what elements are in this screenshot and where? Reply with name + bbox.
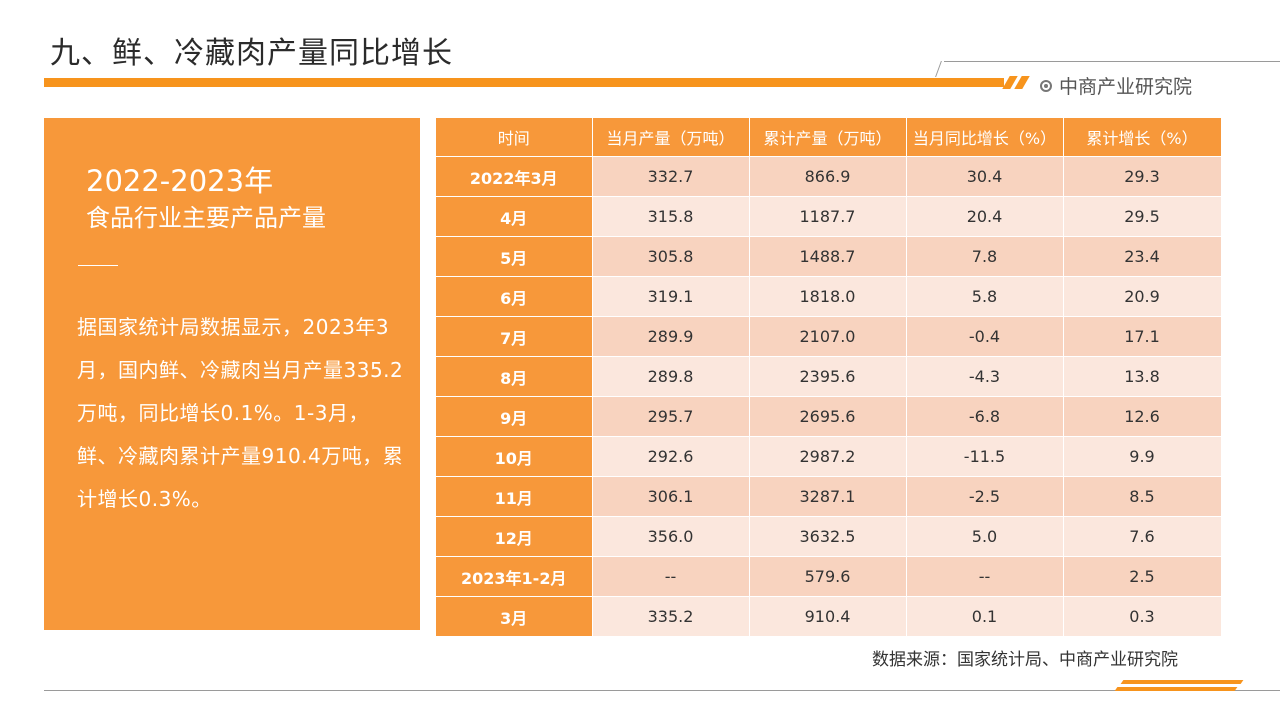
- table-cell: 29.3: [1063, 156, 1222, 197]
- table-cell: 295.7: [592, 396, 750, 437]
- row-period: 6月: [436, 276, 593, 317]
- table-cell: -11.5: [906, 436, 1064, 477]
- table-row: 4月 315.8 1187.7 20.4 29.5: [436, 196, 1222, 237]
- row-period: 2023年1-2月: [436, 556, 593, 597]
- table-cell: 30.4: [906, 156, 1064, 197]
- brand-name: 中商产业研究院: [1059, 76, 1193, 98]
- table-cell: 0.3: [1063, 596, 1222, 637]
- table-cell: 3632.5: [749, 516, 907, 557]
- table-cell: --: [906, 556, 1064, 597]
- table-cell: -0.4: [906, 316, 1064, 357]
- table-cell: 5.0: [906, 516, 1064, 557]
- table-cell: 335.2: [592, 596, 750, 637]
- production-table: 时间 当月产量（万吨） 累计产量（万吨） 当月同比增长（%） 累计增长（%） 2…: [436, 118, 1222, 637]
- table-cell: 319.1: [592, 276, 750, 317]
- table-cell: 579.6: [749, 556, 907, 597]
- table-cell: 305.8: [592, 236, 750, 277]
- table-row: 3月 335.2 910.4 0.1 0.3: [436, 596, 1222, 637]
- table-row: 2022年3月 332.7 866.9 30.4 29.3: [436, 156, 1222, 197]
- row-period: 9月: [436, 396, 593, 437]
- table-cell: -4.3: [906, 356, 1064, 397]
- panel-body-text: 据国家统计局数据显示，2023年3月，国内鲜、冷藏肉当月产量335.2万吨，同比…: [77, 315, 404, 511]
- row-period: 3月: [436, 596, 593, 637]
- column-header: 时间: [436, 118, 593, 157]
- table-row: 7月 289.9 2107.0 -0.4 17.1: [436, 316, 1222, 357]
- row-period: 7月: [436, 316, 593, 357]
- summary-panel: 2022-2023年 食品行业主要产品产量 据国家统计局数据显示，2023年3月…: [44, 118, 420, 630]
- panel-title-subject: 食品行业主要产品产量: [86, 204, 326, 232]
- column-header: 当月产量（万吨）: [592, 118, 750, 157]
- column-header: 累计增长（%）: [1063, 118, 1222, 157]
- table-cell: 356.0: [592, 516, 750, 557]
- row-period: 11月: [436, 476, 593, 517]
- target-icon: [1040, 79, 1052, 92]
- table-cell: 8.5: [1063, 476, 1222, 517]
- table-cell: 2.5: [1063, 556, 1222, 597]
- table-row: 5月 305.8 1488.7 7.8 23.4: [436, 236, 1222, 277]
- table-cell: 332.7: [592, 156, 750, 197]
- panel-divider: [78, 265, 118, 266]
- header-rule: [944, 61, 1280, 62]
- table-row: 8月 289.8 2395.6 -4.3 13.8: [436, 356, 1222, 397]
- table-cell: 1187.7: [749, 196, 907, 237]
- table-row: 2023年1-2月 -- 579.6 -- 2.5: [436, 556, 1222, 597]
- header-rule-corner: [935, 61, 942, 77]
- footer-rule: [44, 690, 1280, 691]
- table-cell: 5.8: [906, 276, 1064, 317]
- table-cell: 1488.7: [749, 236, 907, 277]
- table-cell: 17.1: [1063, 316, 1222, 357]
- table-header-row: 时间 当月产量（万吨） 累计产量（万吨） 当月同比增长（%） 累计增长（%）: [436, 118, 1222, 157]
- table-cell: 315.8: [592, 196, 750, 237]
- table-cell: 2695.6: [749, 396, 907, 437]
- title-underline-bar: [44, 78, 1004, 87]
- table-cell: 7.6: [1063, 516, 1222, 557]
- table-cell: 306.1: [592, 476, 750, 517]
- table-cell: 7.8: [906, 236, 1064, 277]
- column-header: 累计产量（万吨）: [749, 118, 907, 157]
- table-cell: 0.1: [906, 596, 1064, 637]
- table-cell: 1818.0: [749, 276, 907, 317]
- table-cell: 29.5: [1063, 196, 1222, 237]
- row-period: 2022年3月: [436, 156, 593, 197]
- table-row: 10月 292.6 2987.2 -11.5 9.9: [436, 436, 1222, 477]
- data-source-note: 数据来源：国家统计局、中商产业研究院: [872, 650, 1178, 670]
- table-row: 11月 306.1 3287.1 -2.5 8.5: [436, 476, 1222, 517]
- table-cell: 23.4: [1063, 236, 1222, 277]
- page-title: 九、鲜、冷藏肉产量同比增长: [50, 36, 453, 71]
- table-row: 6月 319.1 1818.0 5.8 20.9: [436, 276, 1222, 317]
- column-header: 当月同比增长（%）: [906, 118, 1064, 157]
- brand-logo: 中商产业研究院: [1040, 72, 1192, 99]
- panel-title-years: 2022-2023年: [86, 164, 274, 198]
- table-cell: 866.9: [749, 156, 907, 197]
- table-cell: -6.8: [906, 396, 1064, 437]
- table-cell: 20.9: [1063, 276, 1222, 317]
- row-period: 10月: [436, 436, 593, 477]
- row-period: 8月: [436, 356, 593, 397]
- table-cell: 12.6: [1063, 396, 1222, 437]
- table-row: 9月 295.7 2695.6 -6.8 12.6: [436, 396, 1222, 437]
- table-cell: 13.8: [1063, 356, 1222, 397]
- table-cell: --: [592, 556, 750, 597]
- table-cell: 9.9: [1063, 436, 1222, 477]
- table-cell: 910.4: [749, 596, 907, 637]
- table-row: 12月 356.0 3632.5 5.0 7.6: [436, 516, 1222, 557]
- row-period: 4月: [436, 196, 593, 237]
- table-cell: 3287.1: [749, 476, 907, 517]
- table-cell: 20.4: [906, 196, 1064, 237]
- table-cell: 289.9: [592, 316, 750, 357]
- row-period: 5月: [436, 236, 593, 277]
- table-cell: 292.6: [592, 436, 750, 477]
- table-cell: -2.5: [906, 476, 1064, 517]
- table-cell: 2395.6: [749, 356, 907, 397]
- table-cell: 2107.0: [749, 316, 907, 357]
- row-period: 12月: [436, 516, 593, 557]
- table-cell: 289.8: [592, 356, 750, 397]
- table-cell: 2987.2: [749, 436, 907, 477]
